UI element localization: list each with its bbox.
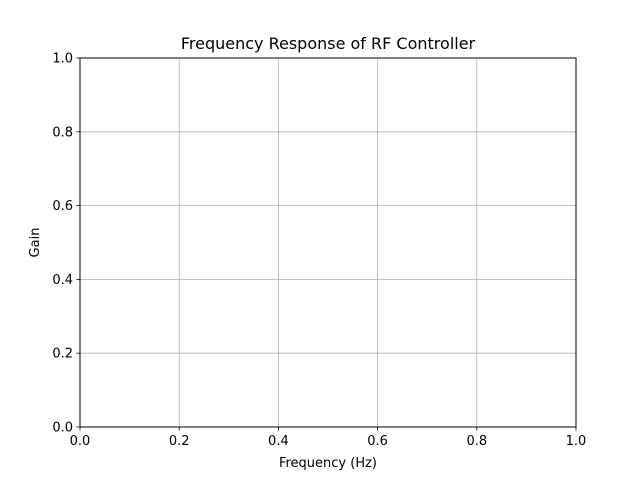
y-axis-label: Gain [28,228,43,258]
x-tick-label: 0.4 [268,434,289,449]
x-tick-label: 0.6 [367,434,388,449]
y-tick-label: 1.0 [52,52,73,67]
x-tick-label: 0.2 [169,434,190,449]
y-tick-label: 0.0 [52,421,73,436]
plot-frame [79,57,577,428]
x-gridlines [79,58,577,427]
x-tick-label: 1.0 [566,434,587,449]
y-axis-ticks: 0.0 0.2 0.4 0.6 0.8 1.0 [52,52,80,436]
x-tick-label: 0.8 [466,434,487,449]
y-gridlines [80,57,576,428]
y-tick-label: 0.8 [52,125,73,140]
x-axis-ticks: 0.0 0.2 0.4 0.6 0.8 1.0 [70,427,587,449]
x-axis-label: Frequency (Hz) [279,456,377,471]
x-tick-label: 0.0 [70,434,91,449]
chart-title: Frequency Response of RF Controller [181,34,476,53]
y-tick-label: 0.4 [52,273,73,288]
y-tick-label: 0.2 [52,347,73,362]
y-tick-label: 0.6 [52,199,73,214]
